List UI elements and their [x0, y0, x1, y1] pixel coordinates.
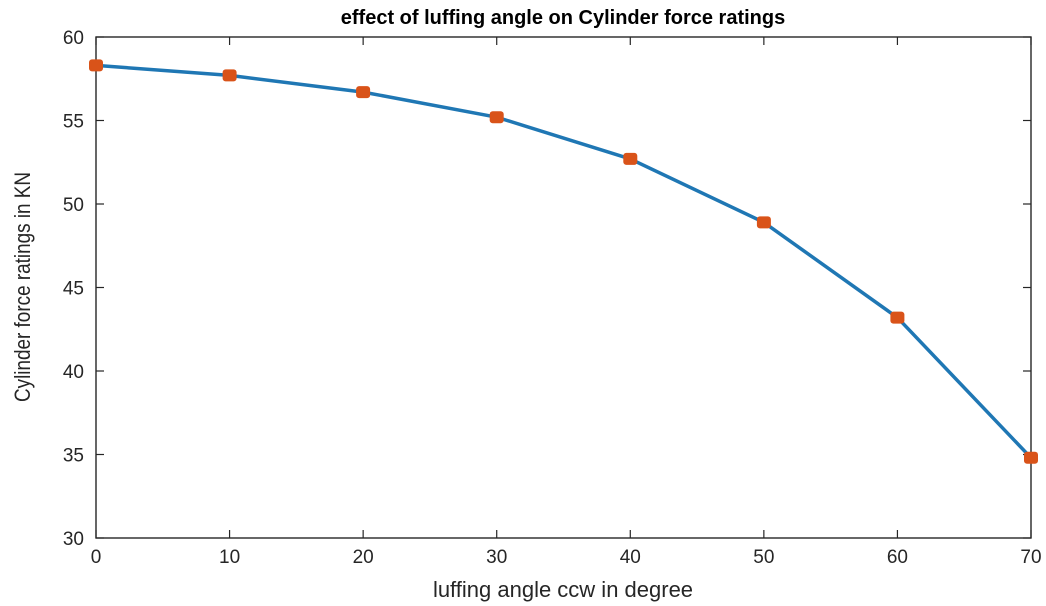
data-point-marker — [356, 86, 371, 99]
x-tick-label: 50 — [753, 547, 774, 568]
series-layer — [95, 63, 1033, 460]
y-tick-label: 55 — [63, 112, 84, 133]
x-tick-label: 40 — [620, 547, 641, 568]
y-tick-label: 30 — [63, 529, 84, 550]
x-tick-label: 20 — [353, 547, 374, 568]
y-tick-label: 60 — [63, 28, 84, 49]
data-point-marker — [890, 311, 905, 324]
chart-title: effect of luffing angle on Cylinder forc… — [341, 7, 785, 29]
data-point-marker — [222, 69, 237, 82]
y-tick-label: 40 — [63, 362, 84, 383]
x-tick-label: 0 — [91, 547, 102, 568]
y-axis-ticks: 30 35 40 45 50 55 60 — [63, 28, 1031, 550]
x-tick-label: 70 — [1020, 547, 1041, 568]
x-tick-label: 10 — [219, 547, 240, 568]
data-point-marker — [756, 216, 771, 229]
x-tick-label: 30 — [486, 547, 507, 568]
x-axis-title: luffing angle ccw in degree — [433, 577, 693, 602]
marker-layer — [89, 59, 1038, 464]
x-axis-ticks: 0 10 20 30 40 50 60 70 — [91, 37, 1042, 568]
y-axis-title: Cylinder force ratings in KN — [11, 172, 36, 402]
data-point-marker — [89, 59, 103, 72]
y-tick-label: 35 — [63, 446, 84, 467]
plot-area-frame — [95, 36, 1032, 539]
y-tick-label: 45 — [63, 279, 84, 300]
data-point-marker — [623, 152, 638, 165]
y-tick-label: 50 — [63, 195, 84, 216]
series-line — [95, 63, 1033, 460]
x-tick-label: 60 — [887, 547, 908, 568]
data-point-marker — [1024, 451, 1038, 464]
data-point-marker — [489, 111, 504, 124]
